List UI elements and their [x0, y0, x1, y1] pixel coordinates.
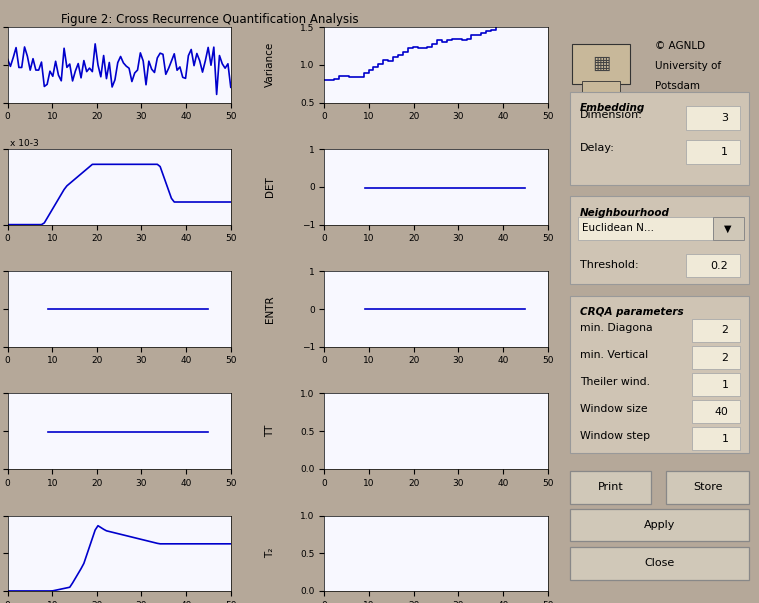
FancyBboxPatch shape [691, 400, 740, 423]
FancyBboxPatch shape [691, 373, 740, 396]
Text: 40: 40 [714, 406, 728, 417]
FancyBboxPatch shape [570, 508, 749, 541]
FancyBboxPatch shape [570, 471, 651, 504]
Y-axis label: Variance: Variance [266, 42, 276, 87]
Text: min. Vertical: min. Vertical [580, 350, 647, 360]
Text: Neighbourhood: Neighbourhood [580, 207, 669, 218]
Text: 0.2: 0.2 [710, 260, 728, 271]
FancyBboxPatch shape [666, 471, 749, 504]
Text: Window step: Window step [580, 432, 650, 441]
Text: min. Diagona: min. Diagona [580, 323, 652, 333]
Text: 1: 1 [721, 434, 728, 444]
Y-axis label: T₂: T₂ [266, 548, 276, 558]
Text: Store: Store [693, 482, 723, 492]
Text: Euclidean N...: Euclidean N... [581, 224, 653, 233]
FancyBboxPatch shape [572, 44, 630, 83]
Text: x 10-3: x 10-3 [10, 139, 39, 148]
FancyBboxPatch shape [691, 319, 740, 342]
Text: Print: Print [597, 482, 623, 492]
Text: Apply: Apply [644, 520, 676, 530]
Y-axis label: TT: TT [266, 425, 276, 437]
Text: Embedding: Embedding [580, 103, 645, 113]
Text: Window size: Window size [580, 405, 647, 414]
FancyBboxPatch shape [570, 197, 749, 283]
FancyBboxPatch shape [570, 547, 749, 579]
Text: Delay:: Delay: [580, 144, 615, 153]
FancyBboxPatch shape [686, 254, 740, 277]
Text: Theiler wind.: Theiler wind. [580, 377, 650, 387]
FancyBboxPatch shape [570, 92, 749, 185]
Text: CRQA parameters: CRQA parameters [580, 308, 683, 317]
Text: Potsdam: Potsdam [655, 81, 700, 90]
Text: Threshold:: Threshold: [580, 260, 638, 270]
Text: Figure 2: Cross Recurrence Quantification Analysis: Figure 2: Cross Recurrence Quantificatio… [61, 13, 358, 27]
Text: Close: Close [644, 558, 675, 568]
Text: 3: 3 [721, 113, 728, 123]
FancyBboxPatch shape [578, 216, 713, 240]
FancyBboxPatch shape [713, 216, 744, 240]
FancyBboxPatch shape [570, 296, 749, 453]
Text: ▼: ▼ [724, 224, 732, 233]
Text: 1: 1 [721, 147, 728, 157]
Text: University of: University of [655, 61, 721, 71]
FancyBboxPatch shape [691, 346, 740, 369]
FancyBboxPatch shape [581, 81, 620, 98]
Y-axis label: ENTR: ENTR [266, 295, 276, 323]
Text: 2: 2 [721, 326, 728, 335]
Text: 1: 1 [721, 379, 728, 390]
Text: © AGNLD: © AGNLD [655, 41, 705, 51]
Text: ▦: ▦ [592, 54, 610, 74]
FancyBboxPatch shape [691, 428, 740, 450]
Text: Dimension:: Dimension: [580, 110, 643, 119]
Y-axis label: DET: DET [266, 177, 276, 197]
FancyBboxPatch shape [686, 106, 740, 130]
FancyBboxPatch shape [686, 140, 740, 163]
Text: 2: 2 [721, 353, 728, 362]
